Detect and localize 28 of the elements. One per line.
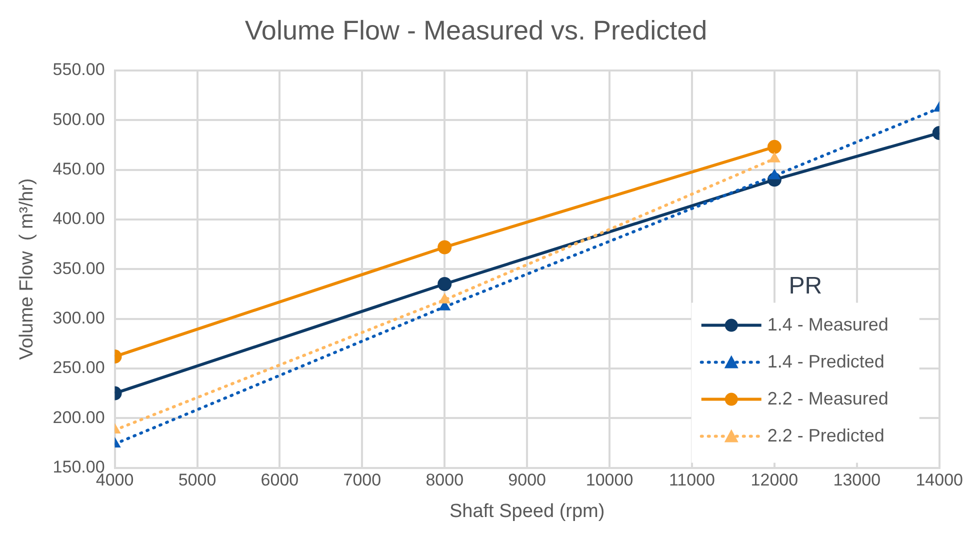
x-tick-label: 11000 — [668, 470, 715, 490]
x-tick-label: 9000 — [508, 470, 546, 490]
y-tick-label: 550.00 — [52, 60, 105, 80]
y-tick-label: 250.00 — [52, 358, 105, 378]
chart-title: Volume Flow - Measured vs. Predicted — [244, 16, 708, 46]
x-tick-label: 7000 — [343, 470, 382, 490]
x-tick-label: 14000 — [916, 470, 964, 490]
y-tick-label: 400.00 — [52, 209, 105, 228]
x-tick-label: 6000 — [260, 470, 299, 490]
y-tick-label: 350.00 — [52, 258, 105, 278]
legend-label: 1.4 - Predicted — [767, 351, 884, 372]
x-tick-label: 12000 — [750, 470, 798, 490]
y-tick-label: 200.00 — [52, 408, 105, 427]
x-tick-label: 5000 — [178, 470, 216, 490]
x-tick-label: 10000 — [586, 470, 634, 490]
legend-label: 2.2 - Predicted — [767, 425, 884, 446]
y-tick-label: 450.00 — [52, 159, 105, 178]
x-tick-label: 8000 — [426, 470, 464, 490]
x-tick-label: 13000 — [833, 470, 881, 490]
legend-label: 1.4 - Measured — [767, 314, 888, 334]
y-tick-label: 300.00 — [52, 308, 105, 328]
legend-title: PR — [788, 272, 822, 300]
y-tick-label: 500.00 — [52, 110, 105, 129]
y-axis-title: Volume Flow ( m³/hr) — [16, 178, 38, 360]
point — [438, 292, 451, 304]
legend-label: 2.2 - Measured — [767, 388, 888, 408]
point — [438, 240, 452, 254]
x-axis-title: Shaft Speed (rpm) — [449, 500, 605, 522]
